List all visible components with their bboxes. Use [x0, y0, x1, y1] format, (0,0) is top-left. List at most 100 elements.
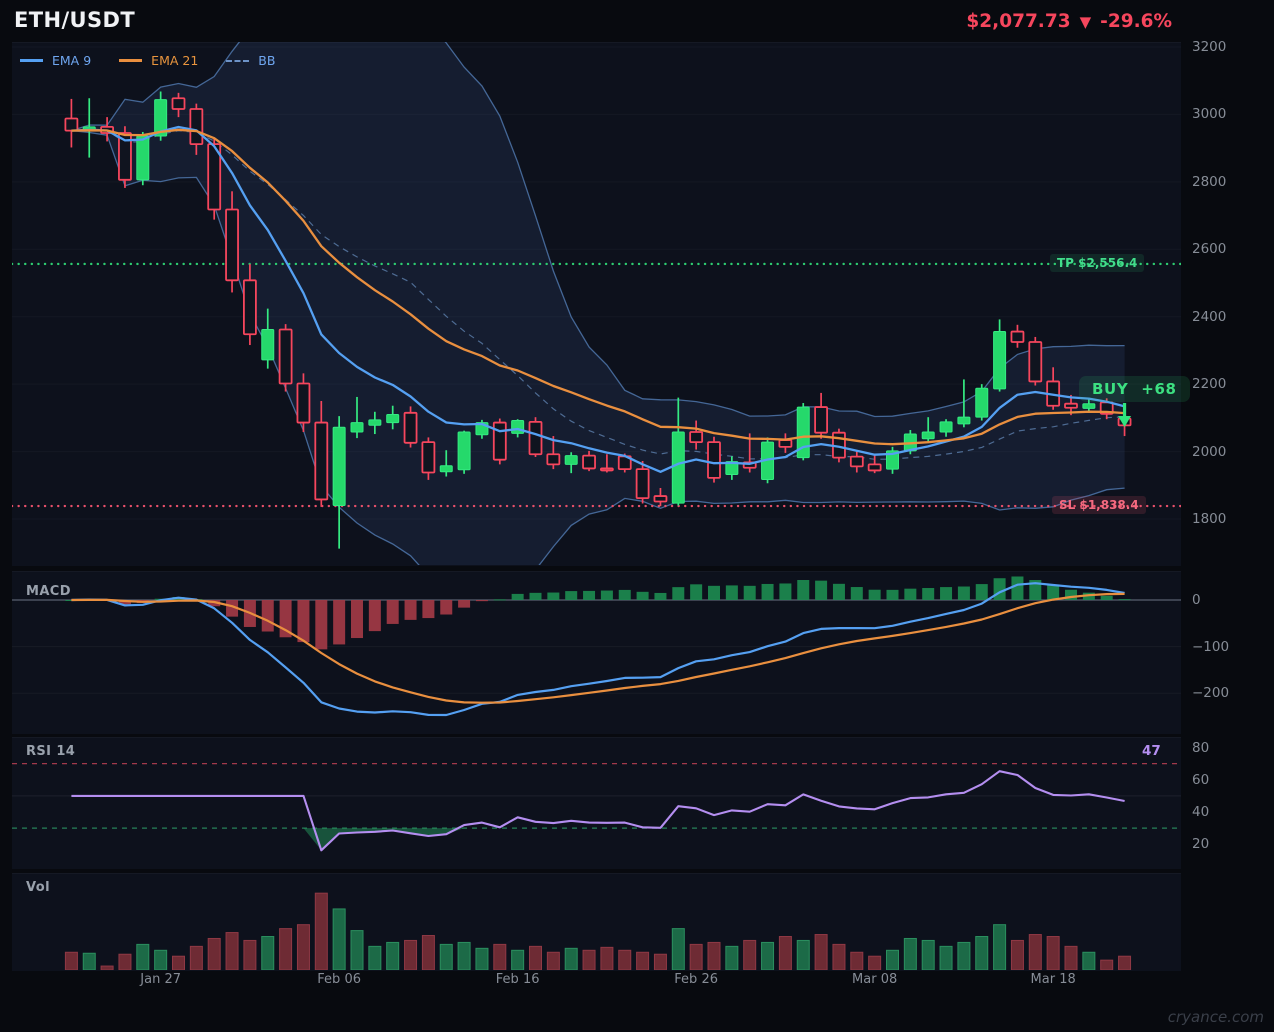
change-percent: -29.6% — [1100, 11, 1172, 32]
candle-body — [867, 463, 882, 472]
bb-band-fill — [71, 42, 1125, 565]
candle-body — [975, 387, 989, 418]
price-tick: 2800 — [1192, 173, 1227, 190]
take-profit-label: TP $2,556.4 — [1050, 254, 1145, 272]
price-ticker: $2,077.73 ▼ -29.6% — [966, 11, 1172, 32]
price-tick: 3000 — [1192, 106, 1227, 123]
rsi-tick: 60 — [1192, 771, 1210, 788]
candle-body — [1064, 402, 1078, 409]
macd-signal-line — [71, 592, 1125, 704]
legend-item-ema9[interactable]: EMA 9 — [20, 53, 91, 68]
macd-group — [12, 576, 1181, 717]
macd-label: MACD — [26, 584, 71, 599]
candle-body — [635, 468, 650, 499]
bb-upper-line — [71, 42, 1125, 418]
rsi-current-value: 47 — [1142, 743, 1161, 759]
buy-signal-score: +68 — [1141, 380, 1177, 398]
rsi-panel[interactable] — [12, 737, 1181, 869]
macd-tick: −200 — [1192, 685, 1230, 702]
candle-body — [296, 382, 311, 424]
rsi-oversold-fill — [71, 828, 1125, 851]
buy-arrow-icon — [1118, 403, 1132, 427]
rsi-line — [71, 770, 1125, 852]
candle-body — [439, 465, 453, 473]
candle-body — [492, 421, 507, 461]
main-chart-group — [12, 42, 1181, 565]
macd-tick: 0 — [1192, 592, 1201, 608]
candle-body — [118, 132, 132, 181]
line-swatch-icon — [20, 59, 43, 62]
ema21-line — [71, 128, 1125, 446]
legend-item-ema21[interactable]: EMA 21 — [119, 53, 198, 68]
candle-body — [368, 419, 382, 426]
candle-body — [886, 450, 899, 470]
candle-body — [386, 413, 400, 424]
candle-body — [725, 461, 739, 475]
candle-body — [528, 421, 543, 456]
rsi-tick: 20 — [1192, 836, 1210, 853]
candle-body — [314, 421, 329, 501]
candle-body — [225, 208, 239, 282]
down-arrow-icon: ▼ — [1079, 12, 1092, 31]
price-tick: 2200 — [1192, 376, 1227, 393]
rsi-group — [12, 763, 1181, 852]
legend-item-label: EMA 21 — [151, 53, 199, 68]
legend-item-bb[interactable]: BB — [226, 53, 275, 68]
price-tick: 2400 — [1192, 308, 1227, 325]
candles-group — [64, 91, 1132, 549]
rsi-tick: 40 — [1192, 804, 1210, 820]
macd-tick: −100 — [1192, 638, 1230, 655]
price-tick: 3200 — [1192, 39, 1227, 55]
candle-body — [136, 135, 150, 181]
candle-body — [778, 439, 793, 448]
rsi-tick: 80 — [1192, 739, 1210, 756]
volume-bars — [64, 892, 1132, 970]
candle-body — [849, 455, 864, 468]
rsi-label: RSI 14 — [26, 744, 76, 759]
price-tick: 2000 — [1192, 443, 1227, 460]
candle-body — [511, 420, 525, 434]
stop-loss-label: SL $1,838.4 — [1052, 496, 1146, 514]
date-label: Mar 08 — [852, 972, 898, 987]
candle-body — [64, 117, 79, 132]
candle-body — [207, 143, 222, 211]
date-label: Jan 27 — [140, 972, 181, 987]
dashed-line-swatch-icon — [226, 59, 250, 62]
candle-body — [154, 99, 168, 137]
candle-body — [1082, 403, 1096, 409]
candle-body — [189, 108, 204, 145]
candle-body — [689, 431, 704, 444]
price-chart-panel[interactable] — [12, 42, 1181, 566]
price-tick: 1800 — [1192, 511, 1227, 527]
indicator-legend: EMA 9 EMA 21 BB — [20, 53, 275, 68]
date-label: Feb 06 — [317, 972, 361, 987]
price-tick: 2600 — [1192, 241, 1227, 258]
candle-body — [350, 422, 364, 433]
candle-body — [403, 411, 418, 444]
symbol-title: ETH/USDT — [14, 8, 136, 32]
candle-body — [171, 97, 186, 110]
candle-body — [1010, 330, 1025, 343]
volume-label: Vol — [26, 880, 50, 895]
candle-body — [939, 421, 953, 433]
watermark: cryance.com — [1167, 1008, 1264, 1026]
candle-body — [921, 431, 935, 440]
candle-body — [653, 495, 668, 503]
candle-body — [707, 441, 721, 479]
candle-body — [457, 431, 471, 471]
macd-line — [71, 582, 1125, 717]
bb-middle-line — [71, 128, 1125, 460]
last-price: $2,077.73 — [966, 11, 1071, 32]
candle-body — [261, 329, 275, 361]
line-swatch-icon — [119, 59, 143, 62]
date-label: Feb 16 — [495, 972, 540, 987]
candle-body — [564, 455, 578, 465]
buy-signal-text: BUY — [1092, 380, 1129, 398]
date-label: Feb 26 — [674, 972, 718, 987]
buy-signal-badge: BUY +68 — [1079, 376, 1190, 402]
candle-body — [546, 453, 561, 466]
candle-body — [332, 426, 346, 507]
candle-body — [671, 431, 685, 504]
